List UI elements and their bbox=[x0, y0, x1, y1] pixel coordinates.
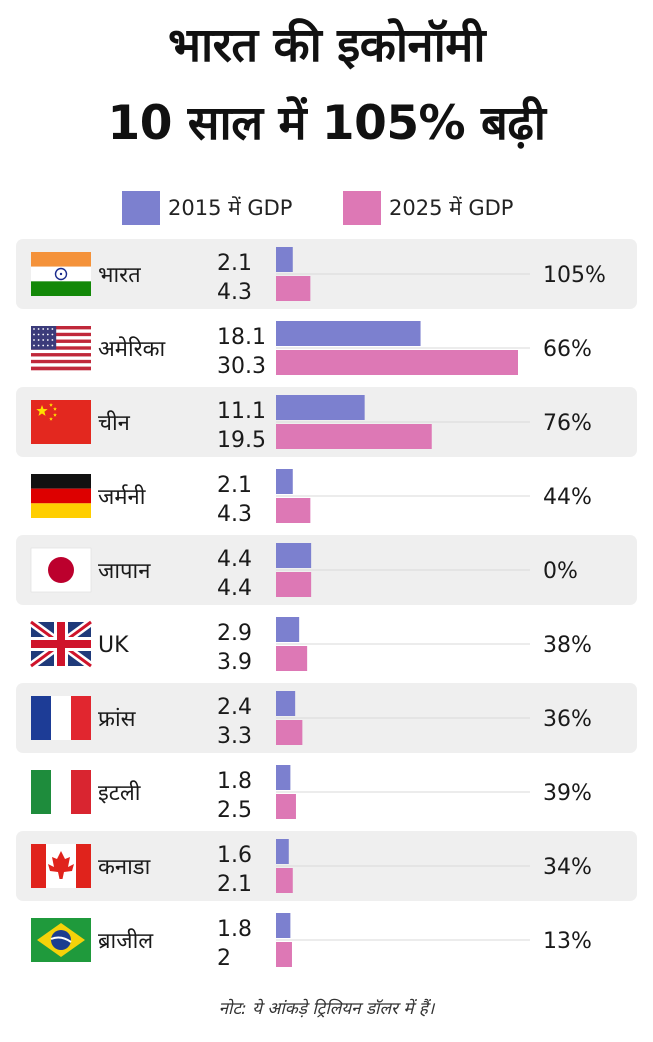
country-label: फ्रांस bbox=[98, 707, 137, 732]
value-label-2015: 11.1 bbox=[217, 399, 266, 424]
growth-label: 0% bbox=[543, 559, 578, 584]
gdp-bar-chart: भारत 2.1 4.3 105% अमेरिका 18.1 30.3 66% चीन 11.1 1… bbox=[16, 239, 637, 971]
value-label-2025: 2 bbox=[217, 946, 231, 971]
growth-label: 36% bbox=[543, 707, 592, 732]
growth-label: 38% bbox=[543, 633, 592, 658]
bar-2015 bbox=[276, 543, 312, 568]
footnote: नोट: ये आंकड़े ट्रिलियन डॉलर में हैं। bbox=[218, 999, 435, 1019]
bar-2015 bbox=[276, 691, 296, 716]
bar-2015 bbox=[276, 617, 300, 642]
uk-flag-icon bbox=[28, 618, 94, 670]
country-label: जापान bbox=[98, 559, 151, 584]
country-label: अमेरिका bbox=[98, 336, 166, 362]
growth-label: 66% bbox=[543, 337, 592, 362]
country-label: भारत bbox=[98, 263, 141, 288]
bar-2015 bbox=[276, 839, 289, 864]
value-label-2015: 1.8 bbox=[217, 769, 252, 794]
canada-flag-icon bbox=[31, 844, 91, 888]
china-flag-icon bbox=[31, 400, 91, 444]
growth-label: 105% bbox=[543, 263, 606, 288]
growth-label: 44% bbox=[543, 485, 592, 510]
value-label-2015: 4.4 bbox=[217, 547, 252, 572]
bar-2015 bbox=[276, 321, 421, 346]
value-label-2025: 30.3 bbox=[217, 354, 266, 379]
country-label: चीन bbox=[98, 410, 131, 436]
italy-flag-icon bbox=[31, 770, 91, 814]
india-flag-icon bbox=[31, 252, 91, 296]
legend-item-2015: 2015 में GDP bbox=[122, 188, 292, 228]
value-label-2015: 18.1 bbox=[217, 325, 266, 350]
title-line-2: 10 साल में 105% बढ़ी bbox=[107, 96, 546, 151]
growth-label: 13% bbox=[543, 929, 592, 954]
value-label-2025: 2.5 bbox=[217, 798, 252, 823]
growth-label: 39% bbox=[543, 781, 592, 806]
value-label-2025: 4.3 bbox=[217, 502, 252, 527]
country-label: UK bbox=[98, 633, 129, 658]
bar-2015 bbox=[276, 247, 293, 272]
bar-2025 bbox=[276, 942, 292, 967]
value-label-2025: 3.9 bbox=[217, 650, 252, 675]
value-label-2025: 4.4 bbox=[217, 576, 252, 601]
bar-2025 bbox=[276, 720, 303, 745]
country-label: इटली bbox=[98, 780, 141, 806]
bar-2015 bbox=[276, 469, 293, 494]
legend-item-2025: 2025 में GDP bbox=[343, 188, 513, 228]
growth-label: 34% bbox=[543, 855, 592, 880]
value-label-2025: 3.3 bbox=[217, 724, 252, 749]
bar-2015 bbox=[276, 395, 365, 420]
value-label-2015: 2.1 bbox=[217, 251, 252, 276]
germany-flag-icon bbox=[31, 474, 91, 518]
value-label-2025: 19.5 bbox=[217, 428, 266, 453]
bar-2025 bbox=[276, 868, 293, 893]
growth-label: 76% bbox=[543, 411, 592, 436]
bar-2025 bbox=[276, 572, 312, 597]
country-label: जर्मनी bbox=[98, 484, 146, 510]
legend-label-2025: 2025 में GDP bbox=[389, 196, 514, 220]
title-line-1: भारत की इकोनॉमी bbox=[167, 18, 486, 73]
bar-2025 bbox=[276, 646, 308, 671]
value-label-2025: 2.1 bbox=[217, 872, 252, 897]
brazil-flag-icon bbox=[31, 918, 91, 962]
bar-2025 bbox=[276, 350, 518, 375]
bar-2025 bbox=[276, 498, 311, 523]
legend-swatch-2025 bbox=[343, 191, 381, 225]
bar-2015 bbox=[276, 765, 291, 790]
bar-2015 bbox=[276, 913, 291, 938]
value-label-2015: 1.6 bbox=[217, 843, 252, 868]
value-label-2015: 2.9 bbox=[217, 621, 252, 646]
bar-2025 bbox=[276, 424, 432, 449]
value-label-2015: 2.4 bbox=[217, 695, 252, 720]
value-label-2015: 2.1 bbox=[217, 473, 252, 498]
japan-flag-icon bbox=[30, 547, 92, 593]
legend-swatch-2015 bbox=[122, 191, 160, 225]
legend-label-2015: 2015 में GDP bbox=[168, 196, 293, 220]
country-label: ब्राजील bbox=[98, 928, 154, 954]
bar-2025 bbox=[276, 794, 296, 819]
bar-2025 bbox=[276, 276, 311, 301]
value-label-2015: 1.8 bbox=[217, 917, 252, 942]
france-flag-icon bbox=[31, 696, 91, 740]
usa-flag-icon bbox=[31, 326, 91, 371]
value-label-2025: 4.3 bbox=[217, 280, 252, 305]
country-label: कनाडा bbox=[98, 855, 151, 880]
